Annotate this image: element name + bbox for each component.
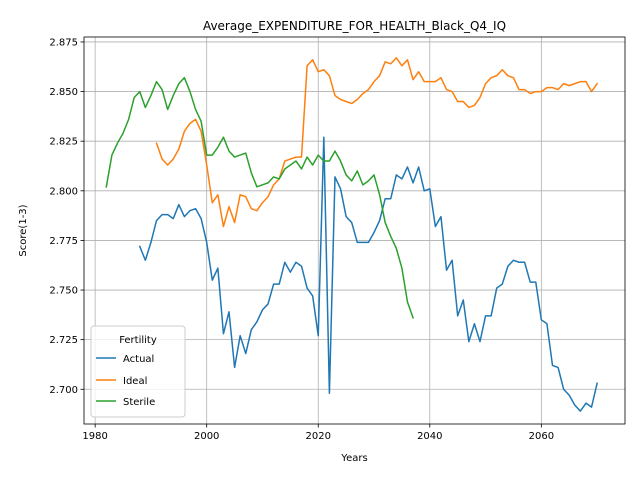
y-axis-label: Score(1-3): [18, 204, 29, 256]
y-tick-label: 2.800: [49, 186, 78, 197]
legend-title: Fertility: [119, 335, 157, 346]
y-tick-label: 2.875: [49, 37, 78, 48]
x-tick-label: 1980: [82, 431, 107, 442]
x-tick-label: 2020: [306, 431, 331, 442]
x-tick-label: 2000: [194, 431, 219, 442]
y-tick-label: 2.750: [49, 286, 78, 297]
legend-label-actual: Actual: [123, 354, 154, 365]
legend: Fertility Actual Ideal Sterile: [91, 326, 185, 417]
y-tick-label: 2.825: [49, 137, 78, 148]
y-tick-label: 2.850: [49, 87, 78, 98]
y-tick-label: 2.725: [49, 335, 78, 346]
x-tick-label: 2040: [417, 431, 442, 442]
chart-title: Average_EXPENDITURE_FOR_HEALTH_Black_Q4_…: [203, 19, 506, 33]
legend-label-sterile: Sterile: [123, 397, 155, 408]
y-tick-label: 2.700: [49, 385, 78, 396]
x-tick-label: 2060: [529, 431, 554, 442]
y-tick-label: 2.775: [49, 236, 78, 247]
x-axis-label: Years: [340, 453, 367, 464]
legend-label-ideal: Ideal: [123, 376, 147, 387]
